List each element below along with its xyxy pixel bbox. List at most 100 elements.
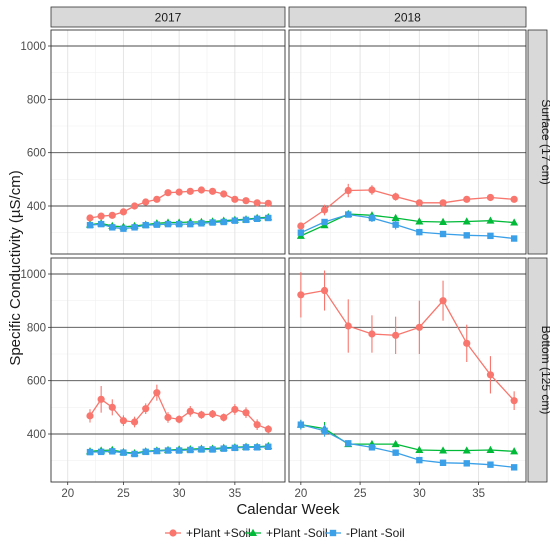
data-point xyxy=(197,411,206,419)
legend-item-plant-soil: +Plant +Soil xyxy=(165,526,251,540)
data-point xyxy=(153,195,161,203)
y-tick-label: 800 xyxy=(27,322,46,334)
y-tick-label: 400 xyxy=(27,429,46,441)
series-plant-soil xyxy=(297,419,518,471)
data-point xyxy=(119,208,128,216)
data-point xyxy=(510,218,519,226)
data-point xyxy=(463,232,470,239)
data-point xyxy=(486,371,495,379)
data-point xyxy=(86,448,94,456)
panel-border xyxy=(50,29,286,255)
data-point xyxy=(416,228,423,236)
panel-2017-bottom-125-cm: 400 600 800 1000 20 25 30 35 xyxy=(20,257,286,500)
y-tick-label: 1000 xyxy=(20,269,46,281)
series-line xyxy=(300,289,515,402)
data-point xyxy=(242,216,250,224)
data-point xyxy=(510,195,518,203)
data-point xyxy=(510,235,518,242)
data-point xyxy=(197,186,206,194)
x-axis-title: Calendar Week xyxy=(236,501,340,518)
data-point xyxy=(265,443,272,450)
series-line xyxy=(300,424,515,468)
data-point xyxy=(242,444,250,451)
panel-background xyxy=(289,30,526,254)
data-point xyxy=(97,448,105,456)
series-plant-soil xyxy=(297,270,518,410)
data-point xyxy=(164,220,172,228)
legend-item-plant-soil: -Plant -Soil xyxy=(325,526,405,540)
data-point xyxy=(510,447,519,455)
legend-label: -Plant -Soil xyxy=(346,526,405,540)
data-point xyxy=(142,198,150,206)
data-point xyxy=(186,407,194,415)
data-point xyxy=(175,220,183,228)
data-point xyxy=(175,415,183,423)
data-point xyxy=(462,217,471,225)
legend-label: +Plant -Soil xyxy=(266,526,328,540)
x-tick-label: 30 xyxy=(413,488,426,500)
panel-2018-bottom-125-cm: 20 25 30 35 xyxy=(288,257,527,500)
facet-strip-label: 2017 xyxy=(155,11,182,25)
data-point xyxy=(109,448,116,455)
data-point xyxy=(198,220,205,227)
y-tick-label: 1000 xyxy=(20,41,46,53)
data-point xyxy=(391,213,400,221)
series-plant-soil xyxy=(86,384,272,434)
data-point xyxy=(463,339,471,347)
data-point xyxy=(164,447,172,454)
facet-strip-label: Bottom (125 cm) xyxy=(539,326,550,415)
data-point xyxy=(108,403,116,411)
data-point xyxy=(220,445,227,452)
data-point xyxy=(109,224,116,231)
data-point xyxy=(391,439,400,448)
panel-2017-surface-17-cm: 400 600 800 1000 xyxy=(20,29,286,255)
series-plant-soil xyxy=(297,211,518,242)
data-point xyxy=(175,188,183,196)
data-point xyxy=(439,217,448,225)
series-line xyxy=(300,213,515,237)
data-point xyxy=(142,222,149,229)
data-point xyxy=(242,197,250,205)
data-point xyxy=(86,214,94,222)
x-tick-label: 30 xyxy=(173,488,186,500)
data-point xyxy=(97,212,105,220)
data-point xyxy=(415,199,423,207)
data-point xyxy=(220,413,228,422)
data-point xyxy=(510,397,518,405)
data-point xyxy=(486,445,495,453)
legend-key-marker xyxy=(329,529,337,537)
data-point xyxy=(120,225,127,232)
data-point xyxy=(131,224,138,231)
data-point xyxy=(220,190,228,198)
x-tick-label: 20 xyxy=(294,488,307,500)
series-plant-soil xyxy=(86,214,272,232)
data-point xyxy=(416,456,423,464)
series-line xyxy=(300,213,515,240)
facet-strip-surface-17-cm xyxy=(527,29,548,255)
data-point xyxy=(231,444,239,452)
x-tick-label: 35 xyxy=(472,488,485,500)
data-point xyxy=(86,412,94,420)
data-point xyxy=(253,215,261,222)
data-point xyxy=(487,461,494,468)
data-point xyxy=(187,220,194,228)
data-point xyxy=(130,418,139,426)
data-point xyxy=(208,410,217,418)
data-point xyxy=(86,222,94,229)
data-point xyxy=(120,449,127,456)
data-point xyxy=(463,460,470,467)
data-point xyxy=(130,202,139,210)
data-point xyxy=(231,405,239,414)
data-point xyxy=(392,449,399,456)
data-point xyxy=(321,427,328,434)
data-point xyxy=(297,291,305,299)
data-point xyxy=(119,417,128,425)
data-point xyxy=(392,193,400,201)
y-tick-label: 400 xyxy=(27,201,46,213)
data-point xyxy=(264,199,272,207)
data-point xyxy=(297,229,305,236)
y-tick-label: 800 xyxy=(27,94,46,106)
panel-border xyxy=(50,257,286,483)
series-plant-soil xyxy=(297,183,518,230)
